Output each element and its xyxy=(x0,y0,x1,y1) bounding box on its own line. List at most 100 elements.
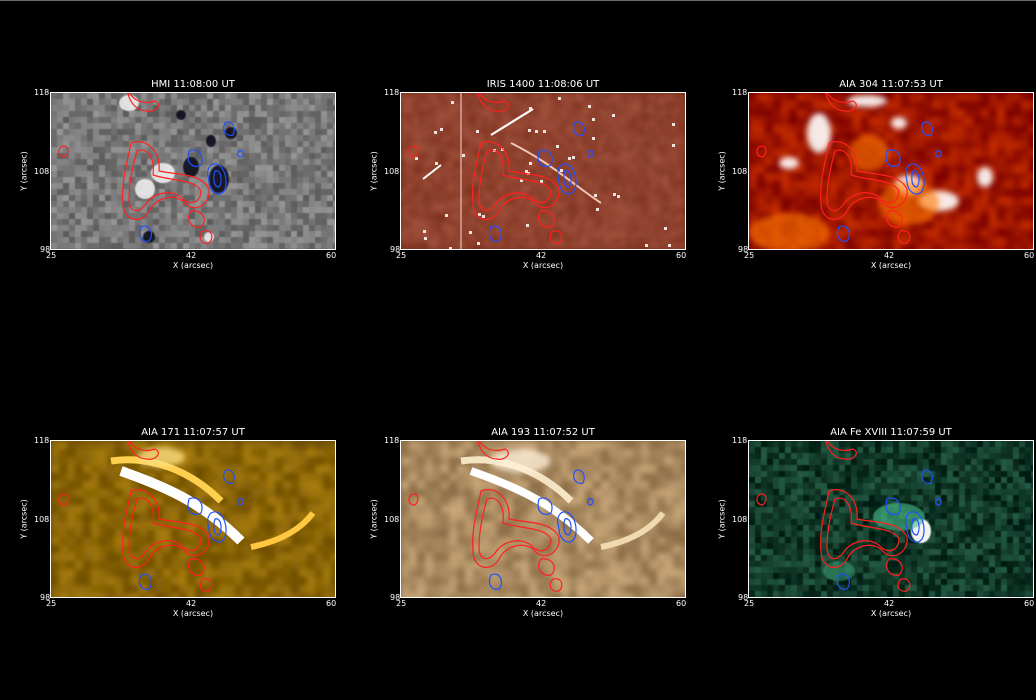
panel-title: AIA 193 11:07:52 UT xyxy=(491,427,595,438)
image-plot-area xyxy=(748,92,1034,250)
hot-pixel xyxy=(540,180,543,183)
hot-pixel xyxy=(526,224,529,227)
positive-contour xyxy=(897,230,911,244)
y-tick-label: 118 xyxy=(384,88,400,97)
negative-contour xyxy=(557,163,577,195)
x-axis-label: X (arcsec) xyxy=(522,261,564,270)
hot-pixel xyxy=(482,215,485,218)
positive-contour xyxy=(128,149,202,212)
bright-emission xyxy=(977,167,993,187)
positive-contour xyxy=(825,93,857,112)
hot-pixel xyxy=(528,129,531,132)
positive-contour xyxy=(756,145,767,158)
y-axis-label: Y (arcsec) xyxy=(19,499,29,539)
bright-emission xyxy=(779,157,799,169)
hot-pixel xyxy=(613,193,616,196)
x-axis-label: X (arcsec) xyxy=(522,609,564,618)
negative-contour xyxy=(223,121,235,136)
y-tick-label: 108 xyxy=(384,167,400,176)
x-tick-label: 25 xyxy=(744,251,755,260)
y-tick-label: 108 xyxy=(34,167,50,176)
hot-pixel xyxy=(664,227,667,230)
negative-contour xyxy=(836,573,851,590)
y-tick-label: 98 xyxy=(390,593,401,602)
negative-polarity-patch xyxy=(183,157,199,177)
positive-contour xyxy=(408,145,419,158)
positive-contour xyxy=(199,230,213,244)
x-tick-label: 25 xyxy=(396,251,407,260)
coronal-loop xyxy=(600,511,666,550)
diffuse-emission xyxy=(749,213,829,249)
solar-image xyxy=(51,93,335,249)
panel-title: AIA 304 11:07:53 UT xyxy=(839,79,943,90)
coronal-loop xyxy=(119,466,245,545)
negative-contour xyxy=(187,149,203,168)
positive-contour xyxy=(538,558,555,576)
hot-pixel xyxy=(588,105,591,108)
y-axis-label: Y (arcsec) xyxy=(717,499,727,539)
negative-contour xyxy=(237,150,244,158)
negative-contour xyxy=(223,469,235,484)
image-plot-area xyxy=(400,92,686,250)
y-axis-label: Y (arcsec) xyxy=(717,151,727,191)
x-tick-label: 42 xyxy=(884,599,895,608)
hot-pixel xyxy=(672,144,675,147)
solar-image xyxy=(401,441,685,597)
negative-polarity-patch xyxy=(176,110,186,120)
hot-pixel xyxy=(424,237,427,240)
x-tick-label: 60 xyxy=(1024,251,1035,260)
positive-contour xyxy=(128,497,202,560)
x-axis-label: X (arcsec) xyxy=(172,609,214,618)
x-tick-label: 42 xyxy=(186,251,197,260)
coronal-loop xyxy=(250,511,316,550)
panel-title: AIA Fe XVIII 11:07:59 UT xyxy=(830,427,952,438)
negative-contour xyxy=(557,511,577,543)
x-axis-label: X (arcsec) xyxy=(870,609,912,618)
positive-contour xyxy=(122,141,210,220)
negative-contour xyxy=(905,163,925,195)
hot-pixel xyxy=(476,130,479,133)
hot-pixel xyxy=(543,130,546,133)
hot-pixel xyxy=(568,157,571,160)
hot-pixel xyxy=(596,208,599,211)
hot-pixel xyxy=(520,179,523,182)
image-plot-area xyxy=(50,92,336,250)
x-tick-label: 42 xyxy=(536,251,547,260)
positive-contour xyxy=(58,493,69,506)
x-tick-label: 25 xyxy=(46,251,57,260)
solar-image xyxy=(401,93,685,249)
positive-contour xyxy=(886,558,903,576)
y-tick-label: 118 xyxy=(34,436,50,445)
negative-contour xyxy=(921,469,933,484)
hot-pixel xyxy=(535,130,538,133)
positive-contour xyxy=(826,149,900,212)
x-tick-label: 42 xyxy=(884,251,895,260)
negative-polarity-patch xyxy=(206,135,216,147)
y-tick-label: 98 xyxy=(390,245,401,254)
negative-contour xyxy=(905,511,925,543)
hot-pixel xyxy=(449,247,452,249)
hot-pixel xyxy=(612,114,615,117)
y-tick-label: 118 xyxy=(384,436,400,445)
negative-contour xyxy=(563,518,572,536)
hot-pixel xyxy=(617,195,620,198)
negative-contour xyxy=(187,497,203,516)
hot-pixel xyxy=(529,162,532,165)
positive-contour xyxy=(188,210,205,228)
solar-image xyxy=(749,441,1033,597)
negative-contour xyxy=(488,225,503,242)
image-panel: AIA 193 11:07:52 UT 25 42 60 118 108 98 X (arcs… xyxy=(350,427,687,618)
y-tick-label: 98 xyxy=(40,593,51,602)
y-tick-label: 108 xyxy=(732,515,748,524)
image-panel: AIA Fe XVIII 11:07:59 UT 25 42 60 118 108 98 X … xyxy=(698,427,1035,618)
hot-pixel xyxy=(556,145,559,148)
hot-pixel xyxy=(445,214,448,217)
negative-contour xyxy=(935,150,942,158)
panel-title: AIA 171 11:07:57 UT xyxy=(141,427,245,438)
positive-contour xyxy=(472,141,560,220)
negative-contour xyxy=(488,573,503,590)
x-tick-label: 60 xyxy=(326,251,337,260)
bright-streak xyxy=(422,164,442,180)
hot-pixel xyxy=(525,170,528,173)
negative-contour xyxy=(213,518,222,536)
